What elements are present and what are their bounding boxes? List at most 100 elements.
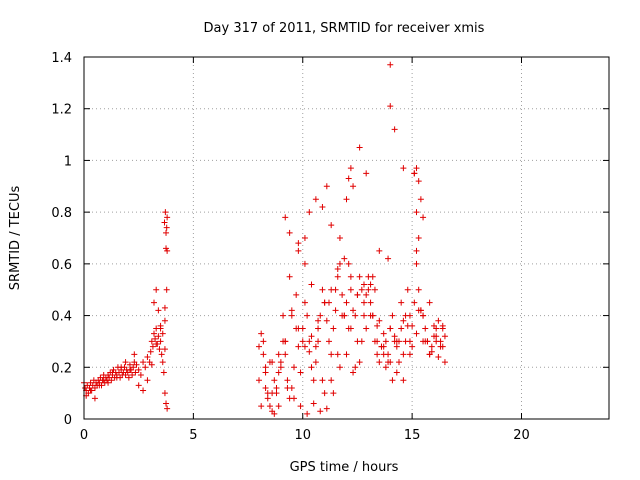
data-point xyxy=(409,343,416,350)
data-point xyxy=(275,369,282,376)
data-point xyxy=(428,343,435,350)
data-point xyxy=(140,359,147,366)
data-point xyxy=(151,299,157,306)
data-point xyxy=(387,61,394,68)
data-point xyxy=(376,359,383,366)
data-point xyxy=(161,304,168,311)
y-tick-label: 0.6 xyxy=(51,258,72,273)
data-point xyxy=(113,374,120,381)
data-point xyxy=(163,286,170,293)
y-axis-label: SRMTID / TECUs xyxy=(8,186,23,291)
data-point xyxy=(310,377,317,384)
data-point xyxy=(148,338,155,345)
data-point xyxy=(350,369,357,376)
data-point xyxy=(129,372,136,379)
data-point xyxy=(133,361,140,368)
data-point xyxy=(306,209,313,216)
data-point xyxy=(293,291,300,298)
data-point xyxy=(413,209,420,216)
data-point xyxy=(161,317,168,324)
data-point xyxy=(328,222,335,229)
data-point xyxy=(301,299,308,306)
data-point xyxy=(301,260,308,267)
data-point xyxy=(393,338,400,345)
data-point xyxy=(317,312,324,319)
data-point xyxy=(161,346,168,353)
data-point xyxy=(441,359,448,366)
data-point xyxy=(323,317,330,324)
data-point xyxy=(87,387,94,394)
plot-frame xyxy=(83,56,610,420)
data-point xyxy=(164,405,171,412)
data-point xyxy=(262,364,269,371)
data-point xyxy=(286,229,293,236)
data-point xyxy=(304,312,311,319)
data-point xyxy=(356,144,363,151)
data-point xyxy=(426,299,433,306)
data-point xyxy=(350,307,357,314)
data-point xyxy=(393,343,400,350)
data-point xyxy=(330,390,337,397)
axis-ticks: 0 5 10 15 20 0 0.2 0.4 0.6 0.8 1 1.2 1.4 xyxy=(51,51,609,443)
data-point xyxy=(415,178,422,185)
data-point xyxy=(437,343,444,350)
data-point xyxy=(108,377,115,384)
data-point xyxy=(130,364,137,371)
data-point xyxy=(140,387,147,394)
data-point xyxy=(361,281,367,288)
data-point xyxy=(271,377,278,384)
data-point xyxy=(277,364,284,371)
y-tick-label: 0.2 xyxy=(51,361,72,376)
data-point xyxy=(406,351,413,358)
data-point xyxy=(260,351,267,358)
data-point xyxy=(334,266,341,273)
data-point xyxy=(376,317,383,324)
data-point xyxy=(411,170,418,177)
data-point xyxy=(284,377,291,384)
data-point xyxy=(433,338,440,345)
y-tick-label: 1.4 xyxy=(51,51,72,66)
data-point xyxy=(380,330,387,337)
data-point xyxy=(284,384,291,391)
data-point xyxy=(310,400,317,407)
data-point xyxy=(334,273,341,280)
data-point xyxy=(411,299,418,306)
data-point xyxy=(308,333,315,340)
data-point xyxy=(374,322,381,329)
data-point xyxy=(387,359,394,366)
data-point xyxy=(295,343,302,350)
data-point xyxy=(306,338,313,345)
x-tick-label: 5 xyxy=(189,428,197,443)
data-point xyxy=(367,281,374,288)
data-point xyxy=(422,338,429,345)
data-point xyxy=(409,322,416,329)
data-point xyxy=(413,260,420,267)
data-point xyxy=(435,353,442,360)
data-point xyxy=(420,214,427,221)
data-point xyxy=(264,390,271,397)
data-point xyxy=(400,351,407,358)
data-point xyxy=(361,312,367,319)
data-point xyxy=(376,247,383,254)
data-point xyxy=(149,343,156,350)
data-point xyxy=(367,312,374,319)
data-point xyxy=(326,338,332,345)
data-point xyxy=(374,351,381,358)
data-point xyxy=(147,348,154,355)
data-point xyxy=(389,377,396,384)
data-point xyxy=(347,273,354,280)
data-point xyxy=(343,351,350,358)
data-point xyxy=(350,183,357,190)
data-point xyxy=(334,351,341,358)
data-point xyxy=(400,165,407,172)
data-point xyxy=(354,291,361,298)
x-tick-label: 10 xyxy=(294,428,311,443)
data-point xyxy=(161,219,168,226)
data-point xyxy=(387,103,394,110)
data-point xyxy=(417,196,424,203)
data-point xyxy=(413,247,420,254)
data-point xyxy=(363,291,370,298)
data-point xyxy=(398,325,405,332)
data-point xyxy=(391,333,398,340)
data-point xyxy=(159,359,166,366)
